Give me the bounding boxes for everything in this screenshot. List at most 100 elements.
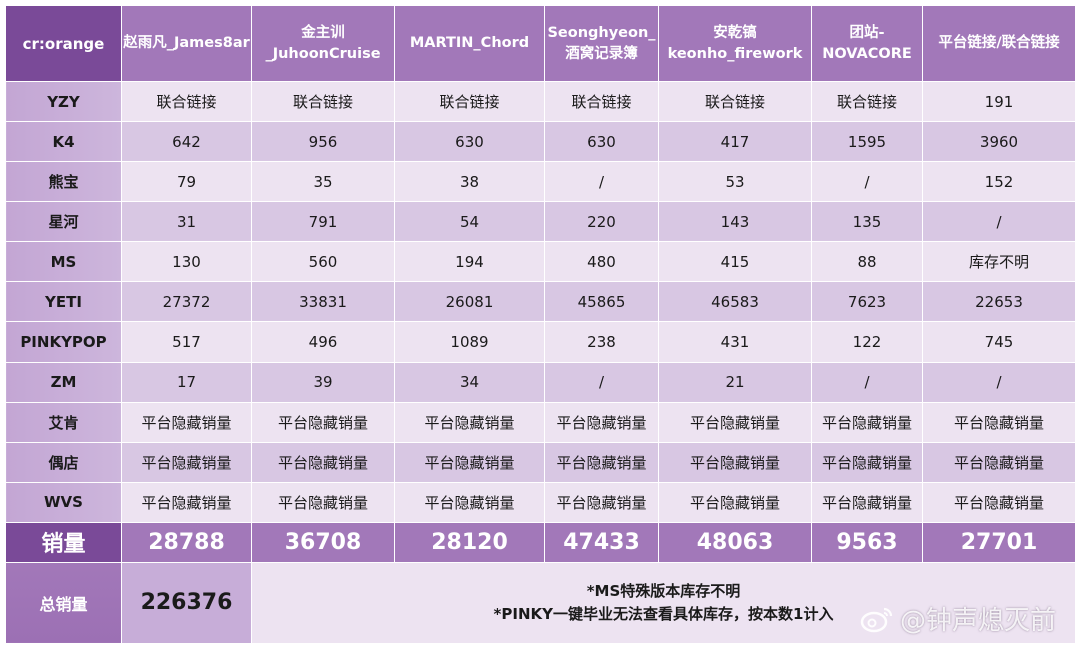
table-row: K4 642 956 630 630 417 1595 3960 (5, 121, 1076, 163)
table-cell: 3960 (922, 121, 1076, 163)
table-cell: 480 (544, 241, 659, 283)
table-row: PINKYPOP 517 496 1089 238 431 122 745 (5, 321, 1076, 363)
grand-total-value: 226376 (121, 561, 252, 645)
table-cell: 平台隐藏销量 (251, 441, 395, 483)
table-cell: 17 (121, 361, 252, 403)
table-cell: 791 (251, 201, 395, 243)
table-row: YZY 联合链接 联合链接 联合链接 联合链接 联合链接 联合链接 191 (5, 81, 1076, 123)
table-cell: 平台隐藏销量 (811, 401, 923, 443)
table-cell: 130 (121, 241, 252, 283)
table-body: YZY 联合链接 联合链接 联合链接 联合链接 联合链接 联合链接 191 K4 642 956 63… (5, 81, 1076, 523)
table-cell: 平台隐藏销量 (121, 441, 252, 483)
table-cell: 152 (922, 161, 1076, 203)
column-header: MARTIN_Chord (394, 4, 545, 83)
table-cell: 560 (251, 241, 395, 283)
table-cell: 238 (544, 321, 659, 363)
table-cell: 平台隐藏销量 (251, 401, 395, 443)
table-cell: 平台隐藏销量 (394, 401, 545, 443)
table-cell: 22653 (922, 281, 1076, 323)
column-header: 平台链接/联合链接 (922, 4, 1076, 83)
row-label: 星河 (5, 201, 122, 243)
column-header: 团站- NOVACORE (811, 4, 923, 83)
table-row: 偶店 平台隐藏销量 平台隐藏销量 平台隐藏销量 平台隐藏销量 平台隐藏销量 平台隐藏销量 平台… (5, 441, 1076, 483)
table-cell: 194 (394, 241, 545, 283)
total-cell: 9563 (811, 521, 923, 563)
total-cell: 28788 (121, 521, 252, 563)
header-row: cr:orange 赵雨凡_James8ar 金主训 _JuhoonCruise … (5, 4, 1076, 83)
table-cell: 联合链接 (251, 81, 395, 123)
table-cell: 143 (658, 201, 812, 243)
table-cell: 630 (394, 121, 545, 163)
table-cell: 79 (121, 161, 252, 203)
table-cell: 平台隐藏销量 (544, 401, 659, 443)
table-row: MS 130 560 194 480 415 88 库存不明 (5, 241, 1076, 283)
table-cell: 平台隐藏销量 (811, 481, 923, 523)
table-cell: 496 (251, 321, 395, 363)
watermark: @钟声熄灭前 (860, 600, 1056, 637)
table-cell: 7623 (811, 281, 923, 323)
table-cell: 191 (922, 81, 1076, 123)
grand-total-label: 总销量 (5, 561, 122, 645)
table-cell: 平台隐藏销量 (121, 481, 252, 523)
table-cell: 34 (394, 361, 545, 403)
table-cell: 745 (922, 321, 1076, 363)
total-cell: 36708 (251, 521, 395, 563)
row-label: 艾肯 (5, 401, 122, 443)
table-row: 熊宝 79 35 38/53/152 (5, 161, 1076, 203)
table-cell: / (922, 361, 1076, 403)
table-cell: 35 (251, 161, 395, 203)
total-cell: 27701 (922, 521, 1076, 563)
table-cell: 库存不明 (922, 241, 1076, 283)
watermark-text: @钟声熄灭前 (900, 606, 1057, 636)
table-cell: 53 (658, 161, 812, 203)
table-cell: / (811, 161, 923, 203)
table-cell: 21 (658, 361, 812, 403)
table-cell: 38 (394, 161, 545, 203)
total-cell: 47433 (544, 521, 659, 563)
table-cell: 88 (811, 241, 923, 283)
table-cell: 平台隐藏销量 (544, 481, 659, 523)
table-cell: 26081 (394, 281, 545, 323)
row-label: MS (5, 241, 122, 283)
table-cell: 956 (251, 121, 395, 163)
table-cell: / (544, 161, 659, 203)
table-row: 艾肯 平台隐藏销量 平台隐藏销量 平台隐藏销量 平台隐藏销量 平台隐藏销量 平台隐藏销量 平台… (5, 401, 1076, 443)
table-row: YETI 27372 33831 26081 45865 46583 7623 22653 (5, 281, 1076, 323)
row-label: 熊宝 (5, 161, 122, 203)
table-cell: 122 (811, 321, 923, 363)
row-label: 偶店 (5, 441, 122, 483)
table-cell: 平台隐藏销量 (922, 481, 1076, 523)
table-cell: 联合链接 (121, 81, 252, 123)
table-cell: / (544, 361, 659, 403)
note-ms: *MS特殊版本库存不明 (586, 581, 741, 600)
row-label: ZM (5, 361, 122, 403)
table-cell: 平台隐藏销量 (658, 401, 812, 443)
table-cell: 33831 (251, 281, 395, 323)
column-header: 安乾镐 keonho_firework (658, 4, 812, 83)
table-cell: 45865 (544, 281, 659, 323)
table-cell: 平台隐藏销量 (922, 401, 1076, 443)
table-cell: 平台隐藏销量 (121, 401, 252, 443)
totals-label: 销量 (5, 521, 122, 563)
column-header: Seonghyeon_ 酒窝记录簿 (544, 4, 659, 83)
row-label: WVS (5, 481, 122, 523)
table-row: 星河 31 791 54 220 143 135/ (5, 201, 1076, 243)
row-label: YETI (5, 281, 122, 323)
grand-total-row: 总销量 226376 *MS特殊版本库存不明 *PINKY一键毕业无法查看具体库… (5, 561, 1076, 645)
table-cell: 联合链接 (394, 81, 545, 123)
total-cell: 48063 (658, 521, 812, 563)
table-cell: 415 (658, 241, 812, 283)
table-cell: 1595 (811, 121, 923, 163)
table-cell: 54 (394, 201, 545, 243)
table-cell: 135 (811, 201, 923, 243)
corner-label: cr:orange (5, 4, 122, 83)
column-header: 金主训 _JuhoonCruise (251, 4, 395, 83)
table-cell: 平台隐藏销量 (811, 441, 923, 483)
sales-table: cr:orange 赵雨凡_James8ar 金主训 _JuhoonCruise … (5, 4, 1076, 645)
total-cell: 28120 (394, 521, 545, 563)
table-cell: 39 (251, 361, 395, 403)
table-cell: 联合链接 (658, 81, 812, 123)
table-cell: 630 (544, 121, 659, 163)
table-cell: 平台隐藏销量 (544, 441, 659, 483)
table-cell: 平台隐藏销量 (394, 441, 545, 483)
